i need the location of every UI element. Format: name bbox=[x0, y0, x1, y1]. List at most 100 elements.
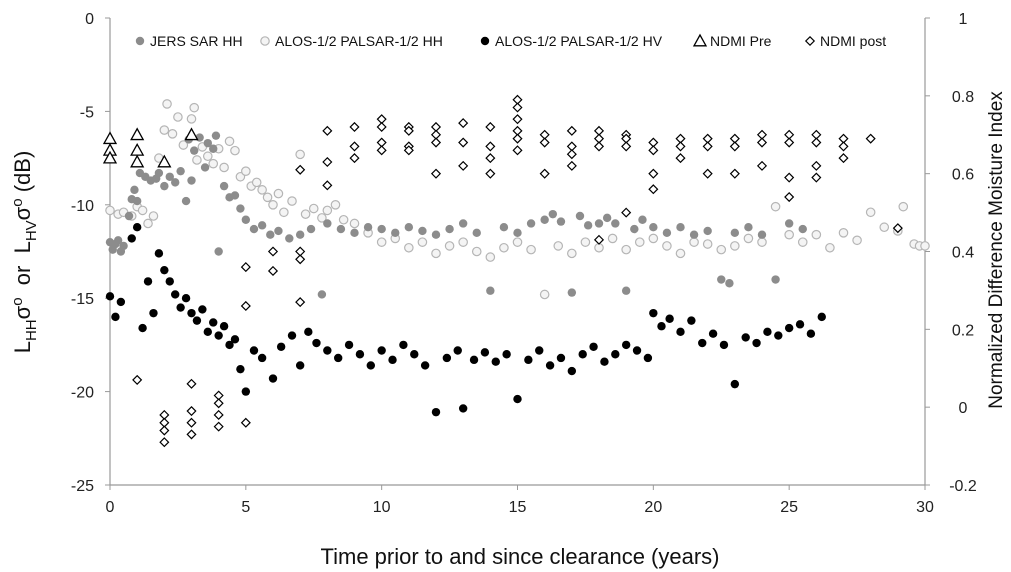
point-alos-1-2-palsar-1-2-hv bbox=[198, 305, 207, 314]
point-alos-1-2-palsar-1-2-hv bbox=[132, 223, 142, 232]
point-jers-sar-hh bbox=[257, 221, 267, 230]
point-jers-sar-hh bbox=[744, 223, 753, 232]
point-alos-1-2-palsar-1-2-hv bbox=[795, 320, 805, 329]
point-jers-sar-hh bbox=[757, 230, 767, 239]
point-alos-1-2-palsar-1-2-hh bbox=[208, 158, 219, 169]
point-alos-1-2-palsar-1-2-hv bbox=[774, 331, 783, 340]
point-alos-1-2-palsar-1-2-hv bbox=[600, 357, 609, 366]
point-jers-sar-hh bbox=[725, 279, 734, 288]
point-ndmi-post bbox=[267, 265, 279, 277]
point-alos-1-2-palsar-1-2-hh bbox=[224, 136, 235, 147]
point-alos-1-2-palsar-1-2-hh bbox=[825, 242, 835, 253]
point-jers-sar-hh bbox=[113, 236, 123, 245]
series-1 bbox=[105, 99, 930, 300]
x-tick-label: 30 bbox=[916, 499, 934, 516]
point-alos-1-2-palsar-1-2-hv bbox=[589, 342, 598, 351]
point-ndmi-post bbox=[512, 102, 523, 113]
point-alos-1-2-palsar-1-2-hh bbox=[137, 205, 148, 216]
point-alos-1-2-palsar-1-2-hh bbox=[148, 211, 159, 221]
point-alos-1-2-palsar-1-2-hh bbox=[838, 228, 849, 238]
legend: JERS SAR HH ALOS-1/2 PALSAR-1/2 HH ALOS-1/… bbox=[135, 33, 886, 49]
point-ndmi-post bbox=[159, 437, 170, 448]
point-alos-1-2-palsar-1-2-hv bbox=[154, 249, 164, 258]
point-ndmi-post bbox=[512, 145, 523, 156]
y2-tick-label: 0.6 bbox=[952, 167, 974, 184]
point-alos-1-2-palsar-1-2-hv bbox=[355, 350, 365, 359]
point-alos-1-2-palsar-1-2-hh bbox=[404, 242, 414, 253]
point-jers-sar-hh bbox=[203, 138, 212, 148]
data-marks bbox=[102, 94, 930, 448]
point-alos-1-2-palsar-1-2-hv bbox=[203, 327, 212, 337]
point-jers-sar-hh bbox=[176, 166, 185, 176]
point-alos-1-2-palsar-1-2-hv bbox=[187, 308, 196, 318]
point-alos-1-2-palsar-1-2-hh bbox=[675, 248, 686, 259]
point-alos-1-2-palsar-1-2-hh bbox=[376, 237, 387, 247]
point-alos-1-2-palsar-1-2-hh bbox=[607, 233, 618, 244]
point-alos-1-2-palsar-1-2-hh bbox=[539, 289, 550, 300]
point-alos-1-2-palsar-1-2-hv bbox=[399, 340, 408, 350]
point-alos-1-2-palsar-1-2-hv bbox=[657, 322, 666, 331]
point-alos-1-2-palsar-1-2-hv bbox=[687, 316, 696, 325]
x-tick-label: 0 bbox=[106, 499, 115, 516]
point-jers-sar-hh bbox=[556, 217, 566, 226]
series-4 bbox=[132, 94, 903, 448]
point-jers-sar-hh bbox=[209, 144, 218, 153]
point-ndmi-post bbox=[458, 118, 469, 129]
point-jers-sar-hh bbox=[377, 224, 386, 234]
point-jers-sar-hh bbox=[171, 178, 180, 187]
point-alos-1-2-palsar-1-2-hv bbox=[611, 350, 620, 359]
point-alos-1-2-palsar-1-2-hh bbox=[268, 200, 278, 210]
point-alos-1-2-palsar-1-2-hh bbox=[730, 241, 740, 251]
point-alos-1-2-palsar-1-2-hh bbox=[920, 241, 930, 251]
point-jers-sar-hh bbox=[130, 185, 139, 195]
point-alos-1-2-palsar-1-2-hv bbox=[491, 357, 500, 366]
point-alos-1-2-palsar-1-2-hv bbox=[176, 303, 185, 312]
y2-tick-label: -0.2 bbox=[949, 478, 977, 495]
y-axis-title: LHHσo or LHVσo (dB) bbox=[9, 151, 40, 354]
y-axis-title-sup2: o bbox=[9, 198, 26, 206]
point-ndmi-post bbox=[430, 168, 442, 179]
point-alos-1-2-palsar-1-2-hv bbox=[143, 277, 153, 286]
point-alos-1-2-palsar-1-2-hh bbox=[648, 233, 659, 244]
point-alos-1-2-palsar-1-2-hv bbox=[323, 346, 332, 355]
point-jers-sar-hh bbox=[241, 215, 251, 224]
point-ndmi-post bbox=[838, 153, 849, 164]
point-jers-sar-hh bbox=[306, 224, 316, 234]
point-ndmi-post bbox=[295, 254, 306, 265]
point-alos-1-2-palsar-1-2-hh bbox=[308, 203, 319, 214]
point-alos-1-2-palsar-1-2-hh bbox=[219, 162, 229, 173]
point-ndmi-post bbox=[865, 133, 876, 144]
point-jers-sar-hh bbox=[165, 172, 174, 181]
point-jers-sar-hh bbox=[266, 230, 275, 239]
point-alos-1-2-palsar-1-2-hv bbox=[181, 294, 191, 303]
point-ndmi-post bbox=[267, 246, 279, 257]
point-alos-1-2-palsar-1-2-hv bbox=[116, 297, 126, 307]
point-alos-1-2-palsar-1-2-hv bbox=[276, 342, 286, 351]
series-2 bbox=[105, 223, 826, 417]
point-alos-1-2-palsar-1-2-hh bbox=[251, 177, 262, 188]
point-ndmi-post bbox=[784, 137, 795, 148]
point-alos-1-2-palsar-1-2-hv bbox=[453, 346, 462, 355]
point-jers-sar-hh bbox=[124, 211, 134, 221]
point-ndmi-post bbox=[376, 121, 387, 133]
y-tick-label: -10 bbox=[71, 198, 94, 215]
x-tick-label: 15 bbox=[509, 499, 527, 516]
point-jers-sar-hh bbox=[211, 131, 221, 140]
point-alos-1-2-palsar-1-2-hv bbox=[111, 312, 120, 322]
point-ndmi-pre bbox=[184, 127, 199, 141]
point-ndmi-post bbox=[756, 137, 768, 148]
y-axis-title-or: or bbox=[10, 253, 35, 297]
x-tick-label: 20 bbox=[644, 499, 662, 516]
point-jers-sar-hh bbox=[472, 228, 481, 238]
point-jers-sar-hh bbox=[187, 176, 196, 185]
x-tick-label: 5 bbox=[241, 499, 250, 516]
point-alos-1-2-palsar-1-2-hv bbox=[458, 404, 468, 413]
y2-tick-label: 1 bbox=[959, 11, 968, 28]
point-alos-1-2-palsar-1-2-hh bbox=[295, 149, 305, 160]
point-ndmi-post bbox=[458, 137, 469, 148]
point-alos-1-2-palsar-1-2-hv bbox=[225, 340, 234, 350]
point-alos-1-2-palsar-1-2-hv bbox=[138, 323, 147, 333]
y-axis-title-sigma1: σ bbox=[10, 305, 35, 319]
point-alos-1-2-palsar-1-2-hv bbox=[643, 353, 653, 363]
